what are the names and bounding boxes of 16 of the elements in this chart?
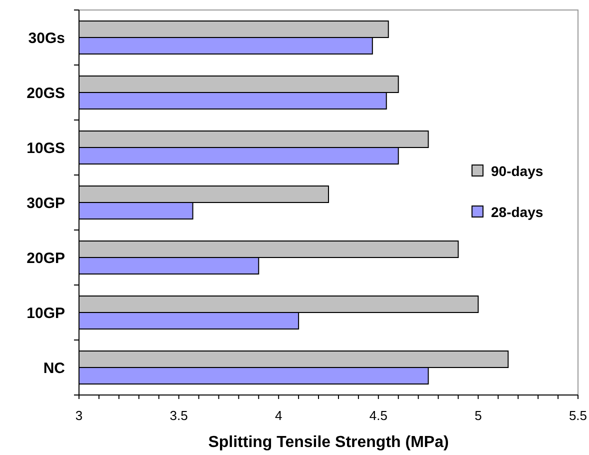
- x-tick-label: 5: [474, 408, 482, 423]
- x-tick-label: 5.5: [568, 408, 588, 423]
- legend-label: 28-days: [491, 204, 544, 220]
- legend-label: 90-days: [491, 162, 544, 179]
- y-tick-label: 30GP: [26, 194, 65, 212]
- x-axis-title: Splitting Tensile Strength (MPa): [208, 434, 449, 451]
- y-tick-label: 30Gs: [28, 30, 65, 47]
- y-tick-label: 10GP: [26, 304, 65, 322]
- x-tick-label: 4: [274, 408, 282, 423]
- y-tick-label: 10GS: [26, 140, 65, 157]
- x-tick-label: 3.5: [170, 408, 188, 423]
- y-tick-label: NC: [43, 360, 66, 377]
- x-tick-label: 3: [75, 408, 83, 423]
- x-tick-label: 4.5: [369, 408, 388, 423]
- y-tick-label: 20GP: [26, 250, 65, 267]
- y-tick-label: 20GS: [26, 84, 65, 102]
